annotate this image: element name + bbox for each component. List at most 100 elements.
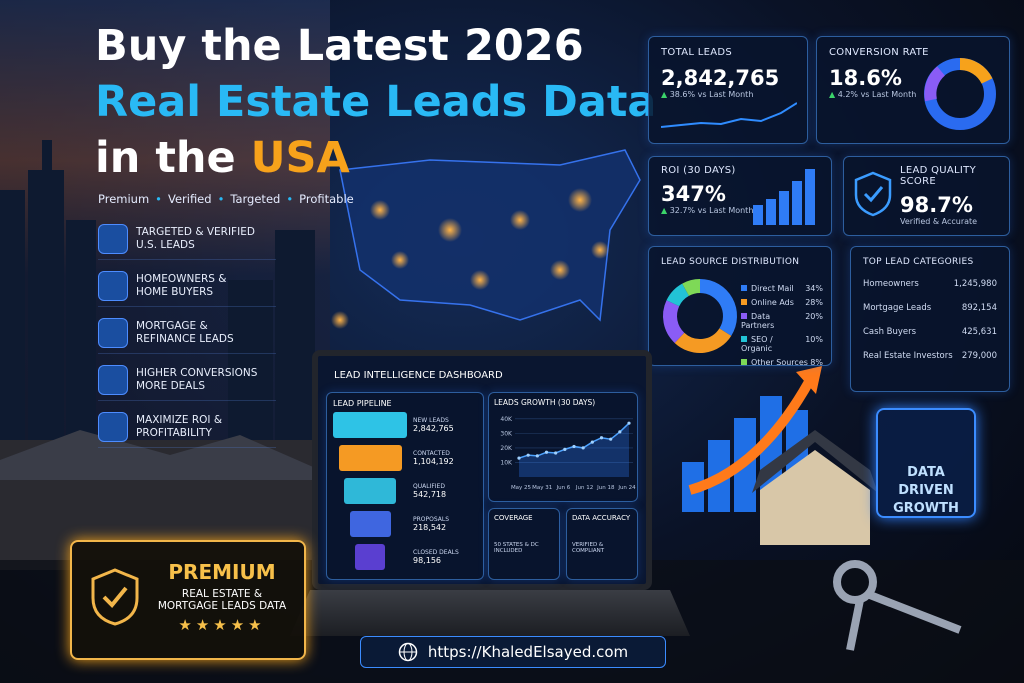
laptop-base: [290, 590, 690, 636]
stage-name: PROPOSALS: [413, 515, 450, 523]
category-row: Real Estate Investors 279,000: [863, 351, 997, 361]
tag-row: Premium • Verified • Targeted • Profitable: [98, 192, 354, 206]
house-roof: [752, 430, 878, 493]
category-row: Homeowners 1,245,980: [863, 279, 997, 289]
category-name: Homeowners: [863, 279, 919, 289]
stat-value: 18.6%: [829, 66, 902, 90]
feature-line: HIGHER CONVERSIONS: [136, 366, 258, 379]
growth-point: [599, 436, 604, 440]
sparkline-path: [660, 102, 798, 128]
growth-point: [554, 451, 558, 455]
funnel-row: NEW LEADS 2,842,765: [333, 408, 477, 441]
category-name: Mortgage Leads: [863, 303, 932, 313]
donut-segment: [663, 300, 685, 343]
stat-value: 98.7%: [900, 193, 973, 217]
legend-name: Online Ads: [751, 298, 794, 307]
growth-point: [535, 454, 539, 458]
stat-note: Verified & Accurate: [900, 217, 978, 226]
panel-note: 50 STATES & DC INCLUDED: [494, 542, 539, 554]
stat-card: CONVERSION RATE 18.6% 4.2% vs Last Month: [816, 36, 1010, 144]
funnel: NEW LEADS 2,842,765 CONTACTED 1,104,192 QUAL…: [333, 408, 477, 573]
feature-icon: [98, 270, 128, 301]
feature-line: MORE DEALS: [136, 379, 206, 392]
tag: Verified: [167, 192, 212, 206]
growth-point: [517, 456, 521, 460]
funnel-row: CONTACTED 1,104,192: [333, 441, 477, 474]
arrow-head: [796, 366, 822, 394]
tag: Premium: [98, 192, 150, 206]
funnel-row: CLOSED DEALS 98,156: [333, 540, 477, 573]
feature-text: MAXIMIZE ROI & PROFITABILITY: [136, 414, 222, 440]
funnel-text: NEW LEADS 2,842,765: [413, 417, 454, 433]
growth-point: [544, 450, 549, 454]
feature-item: HIGHER CONVERSIONS MORE DEALS: [98, 359, 276, 401]
growth-point: [572, 444, 576, 449]
growth-point: [563, 447, 567, 451]
dashboard-title: LEAD INTELLIGENCE DASHBOARD: [334, 370, 503, 381]
legend-swatch: [741, 285, 747, 291]
legend-swatch: [741, 313, 747, 319]
y-tick-label: 20K: [500, 445, 513, 452]
funnel-stage: [349, 510, 391, 537]
growth-panel: LEADS GROWTH (30 DAYS) 10K 20K 30K 40K May 2…: [488, 392, 638, 502]
card-title: LEAD SOURCE DISTRIBUTION: [661, 257, 800, 267]
shield-icon: [854, 171, 892, 217]
legend-value: 28%: [805, 298, 823, 307]
roof: [0, 430, 320, 480]
card-title: TOP LEAD CATEGORIES: [863, 257, 974, 267]
stat-label: CONVERSION RATE: [829, 47, 929, 58]
legend-entry: SEO / Organic: [741, 335, 805, 353]
mini-bars: [753, 169, 815, 225]
growth-point: [627, 421, 631, 425]
feature-item: MAXIMIZE ROI & PROFITABILITY: [98, 406, 276, 448]
funnel-text: CLOSED DEALS 98,156: [413, 549, 459, 565]
panel-title: COVERAGE: [494, 514, 533, 522]
legend-swatch: [741, 299, 747, 305]
donut-segment: [666, 283, 690, 307]
donut-segment: [682, 279, 701, 297]
feature-icon: [98, 223, 128, 254]
category-card: TOP LEAD CATEGORIES Homeowners 1,245,980 M…: [850, 246, 1010, 392]
funnel-text: CONTACTED 1,104,192: [413, 450, 454, 466]
pipeline-panel: LEAD PIPELINE NEW LEADS 2,842,765 CONTACTE…: [326, 392, 484, 580]
stat-change: 4.2% vs Last Month: [829, 90, 997, 99]
funnel-stage: [338, 444, 402, 471]
legend-row: Online Ads 28%: [741, 298, 823, 307]
legend-name: Data Partners: [741, 312, 775, 330]
donut: [663, 279, 737, 353]
hero-title: Buy the Latest 2026 Real Estate Leads Da…: [95, 18, 656, 186]
category-count: 425,631: [961, 327, 997, 337]
feature-icon: [98, 364, 128, 395]
x-tick-label: May 25: [511, 485, 532, 491]
funnel-text: PROPOSALS 218,542: [413, 516, 449, 532]
funnel-row: PROPOSALS 218,542: [333, 507, 477, 540]
stage-count: 2,842,765: [413, 423, 454, 433]
stat-card: LEAD QUALITY SCORE 98.7% Verified & Accu…: [843, 156, 1010, 236]
url-button[interactable]: https://KhaledElsayed.com: [360, 636, 666, 668]
title-line: in the USA: [95, 130, 656, 186]
badge-title: PREMIUM: [168, 560, 276, 584]
x-tick-label: Jun 12: [575, 485, 593, 491]
feature-line: PROFITABILITY: [136, 426, 212, 439]
growth-area: [519, 423, 629, 477]
ring-part: [924, 66, 946, 102]
feature-line: MAXIMIZE ROI &: [136, 413, 223, 426]
feature-text: HOMEOWNERS & HOME BUYERS: [136, 273, 226, 299]
panel-title: DATA ACCURACY: [572, 514, 631, 522]
feature-text: HIGHER CONVERSIONS MORE DEALS: [136, 367, 257, 393]
globe-icon: [398, 642, 418, 662]
funnel-stage: [355, 543, 385, 570]
legend-swatch: [741, 336, 747, 342]
stat-card: TOTAL LEADS 2,842,765 38.6% vs Last Mont…: [648, 36, 808, 144]
feature-line: MORTGAGE &: [136, 319, 208, 332]
ring: [924, 58, 996, 130]
title-text: in the: [95, 133, 236, 183]
category-name: Real Estate Investors: [863, 351, 953, 361]
badge-shield: [91, 568, 139, 626]
legend-entry: Data Partners: [741, 312, 805, 330]
category-row: Mortgage Leads 892,154: [863, 303, 997, 313]
title-line: Buy the Latest 2026: [95, 21, 584, 71]
feature-item: TARGETED & VERIFIED U.S. LEADS: [98, 218, 276, 260]
legend-name: SEO / Organic: [741, 335, 773, 353]
